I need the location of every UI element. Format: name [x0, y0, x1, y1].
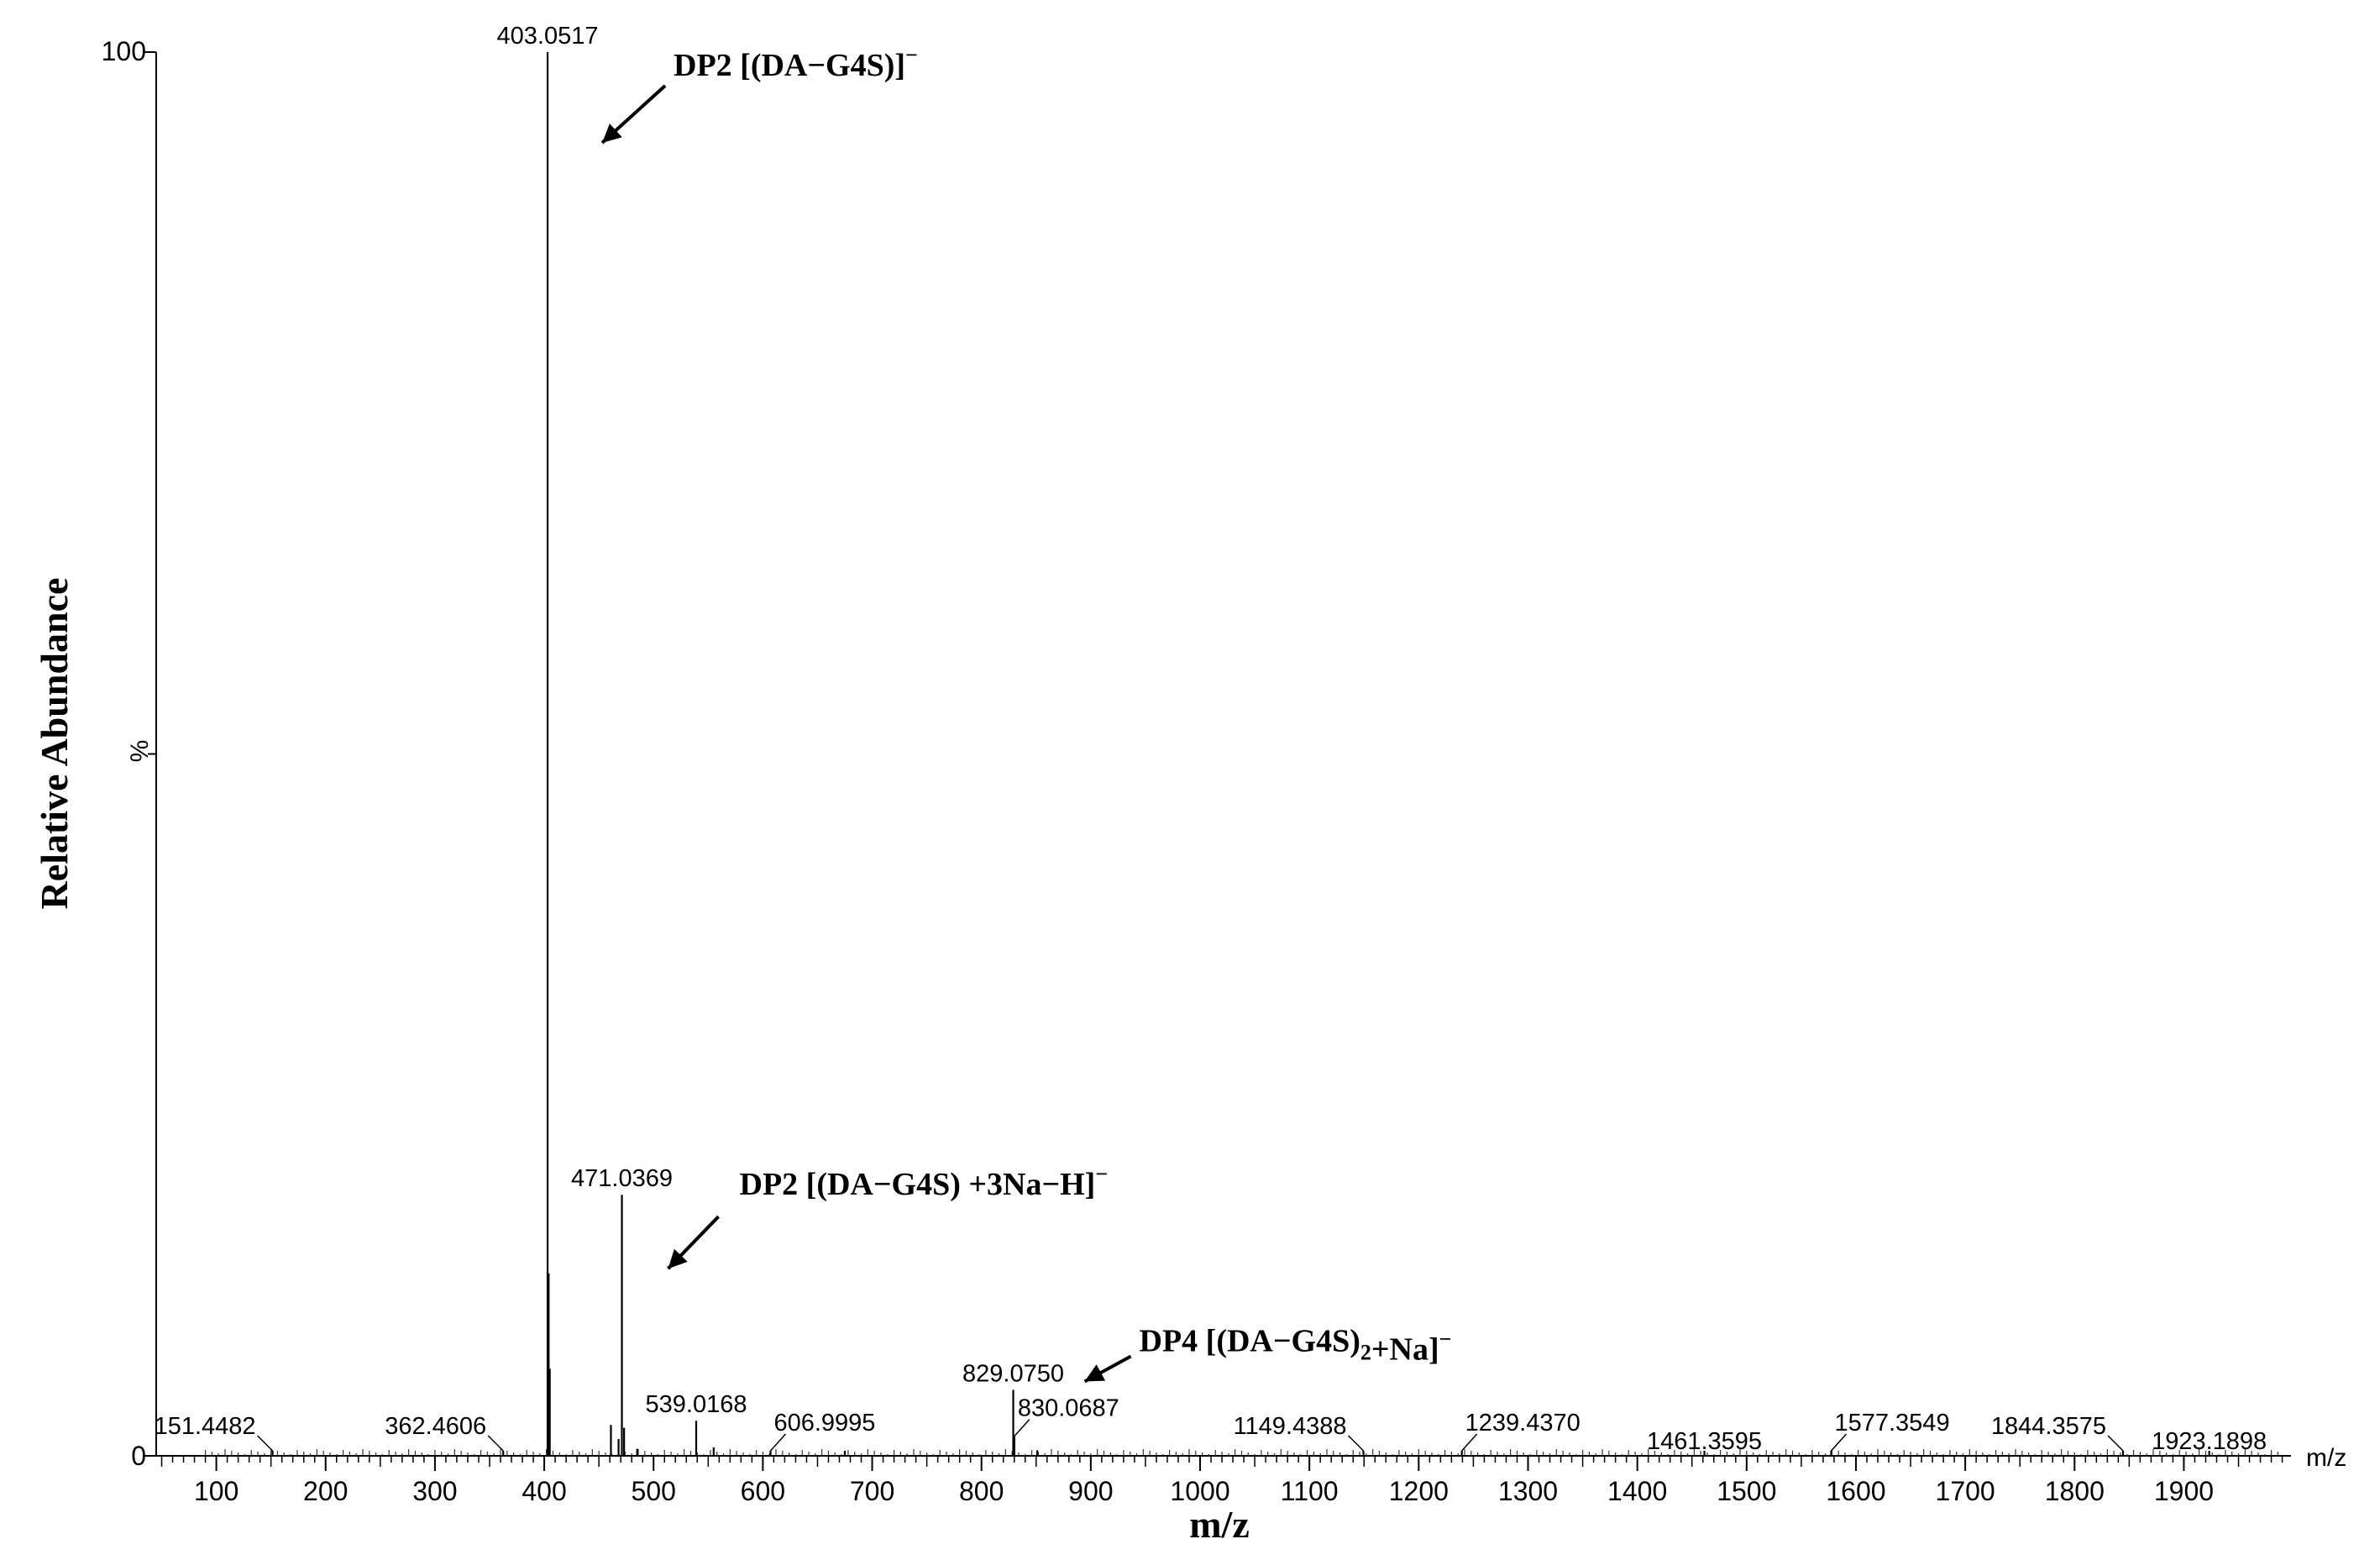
- annotations: DP2 [(DA−G4S)]− DP2 [(DA−G4S) +3Na−H]− DP4…: [600, 43, 1452, 1384]
- x-tick-label: 400: [522, 1476, 566, 1506]
- peak-label: 829.0750: [962, 1360, 1064, 1387]
- peak-label: 1844.3575: [1991, 1413, 2106, 1440]
- x-tick-label: 500: [632, 1476, 676, 1506]
- x-tick-label: 1100: [1281, 1476, 1339, 1506]
- x-tick-label: 1300: [1498, 1476, 1558, 1506]
- y-tick-label-0: 0: [131, 1441, 146, 1471]
- x-tick-label: 1500: [1717, 1476, 1776, 1506]
- x-tick-label: 700: [850, 1476, 894, 1506]
- arrow-head: [602, 123, 622, 143]
- peak-label: 1149.4388: [1234, 1413, 1347, 1440]
- y-axis-title: Relative Abundance: [33, 578, 76, 910]
- peak-label: 471.0369: [571, 1165, 673, 1192]
- annotation-dp4: DP4 [(DA−G4S)2+Na]−: [1083, 1323, 1452, 1384]
- peak-label: 830.0687: [1018, 1395, 1119, 1422]
- peak-label: 403.0517: [497, 23, 599, 50]
- label-leader: [257, 1435, 274, 1452]
- y-tick-label-100: 100: [102, 36, 146, 66]
- peak-label: 539.0168: [646, 1391, 747, 1418]
- x-axis-title: m/z: [1189, 1503, 1250, 1546]
- x-axis-unit: m/z: [2306, 1444, 2346, 1472]
- arrow-head: [1084, 1364, 1106, 1382]
- x-tick-label: 900: [1068, 1476, 1113, 1506]
- label-leader: [1830, 1433, 1848, 1452]
- annotation-dp2-na-text: DP2 [(DA−G4S) +3Na−H]−: [740, 1162, 1109, 1202]
- x-tick-label: 1000: [1170, 1476, 1229, 1506]
- peak-label: 362.4606: [385, 1413, 486, 1440]
- label-leader: [2107, 1435, 2124, 1452]
- annotation-dp2-text: DP2 [(DA−G4S)]−: [674, 43, 918, 83]
- spectrum-peaks: [204, 52, 2278, 1456]
- label-leader: [1014, 1419, 1030, 1437]
- x-tick-label: 600: [741, 1476, 785, 1506]
- x-tick-label: 100: [194, 1476, 239, 1506]
- peak-labels: 403.0517 471.0369 539.0168 829.0750 151.4482…: [155, 23, 2267, 1455]
- x-tick-label: 1200: [1389, 1476, 1449, 1506]
- x-tick-label: 300: [412, 1476, 457, 1506]
- peak-label: 606.9995: [773, 1410, 875, 1437]
- peak-label: 1923.1898: [2152, 1428, 2267, 1455]
- peak-label: 1461.3595: [1647, 1428, 1762, 1455]
- x-tick-label: 200: [303, 1476, 348, 1506]
- x-tick-label: 1800: [2045, 1476, 2105, 1506]
- label-leader: [1347, 1435, 1365, 1452]
- peak-label: 1239.4370: [1465, 1410, 1581, 1437]
- annotation-dp2-na: DP2 [(DA−G4S) +3Na−H]−: [667, 1162, 1109, 1270]
- label-leader: [487, 1435, 504, 1452]
- arrow-head: [668, 1248, 688, 1269]
- annotation-dp4-text: DP4 [(DA−G4S)2+Na]−: [1140, 1323, 1452, 1367]
- label-leader: [1461, 1433, 1478, 1452]
- x-tick-label: 800: [959, 1476, 1004, 1506]
- y-axis-unit: %: [126, 740, 154, 763]
- peak-label: 151.4482: [155, 1413, 256, 1440]
- x-tick-label: 1700: [1936, 1476, 1995, 1506]
- annotation-dp2: DP2 [(DA−G4S)]−: [600, 43, 918, 144]
- x-tick-label: 1400: [1607, 1476, 1667, 1506]
- x-axis-ticks: 100 200 300 400 500 600 700 800 900 1000 1100 1200 1…: [160, 1456, 2283, 1506]
- label-leader: [769, 1433, 787, 1452]
- peak-label: 1577.3549: [1834, 1410, 1949, 1437]
- x-tick-label: 1900: [2154, 1476, 2214, 1506]
- x-tick-label: 1600: [1826, 1476, 1885, 1506]
- axes: [144, 51, 2291, 1457]
